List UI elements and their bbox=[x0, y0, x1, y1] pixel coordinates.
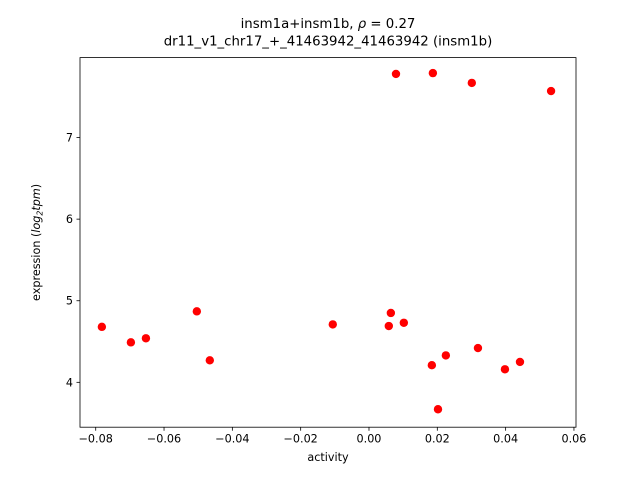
x-tick-label: 0.02 bbox=[425, 433, 450, 446]
data-point bbox=[205, 356, 215, 365]
data-point bbox=[192, 307, 202, 316]
data-point bbox=[384, 321, 394, 331]
x-tick-label: −0.02 bbox=[284, 433, 318, 446]
x-tick-label: 0.00 bbox=[357, 433, 382, 446]
axes-frame bbox=[79, 57, 577, 428]
x-tick-label: −0.04 bbox=[215, 433, 249, 446]
data-point bbox=[399, 318, 409, 327]
data-point bbox=[391, 69, 401, 79]
data-point bbox=[473, 343, 483, 353]
plot-title-line1: insm1a+insm1b, ρ = 0.27 bbox=[241, 17, 416, 32]
data-point bbox=[97, 322, 107, 332]
data-point bbox=[433, 405, 443, 414]
y-tick-label: 7 bbox=[66, 132, 73, 145]
plot-title-line2: dr11_v1_chr17_+_41463942_41463942 (insm1… bbox=[164, 35, 493, 50]
y-tick-label: 5 bbox=[66, 295, 73, 308]
x-axis-label: activity bbox=[307, 451, 349, 464]
x-tick-label: 0.06 bbox=[561, 433, 586, 446]
data-point bbox=[141, 334, 151, 343]
data-point bbox=[126, 338, 136, 347]
data-point bbox=[428, 68, 438, 78]
data-point bbox=[500, 365, 510, 374]
data-point bbox=[386, 308, 396, 318]
data-point bbox=[546, 86, 556, 96]
x-tick-label: −0.06 bbox=[147, 433, 181, 446]
data-point bbox=[441, 351, 451, 360]
data-point bbox=[467, 78, 477, 88]
y-tick-label: 6 bbox=[66, 213, 73, 226]
x-tick-label: 0.04 bbox=[493, 433, 518, 446]
x-tick-label: −0.08 bbox=[79, 433, 113, 446]
data-point bbox=[427, 360, 437, 370]
y-axis-label: expression (log2tpm) bbox=[30, 184, 45, 301]
data-point bbox=[328, 320, 337, 329]
y-tick-label: 4 bbox=[66, 376, 73, 389]
data-point bbox=[515, 357, 525, 367]
